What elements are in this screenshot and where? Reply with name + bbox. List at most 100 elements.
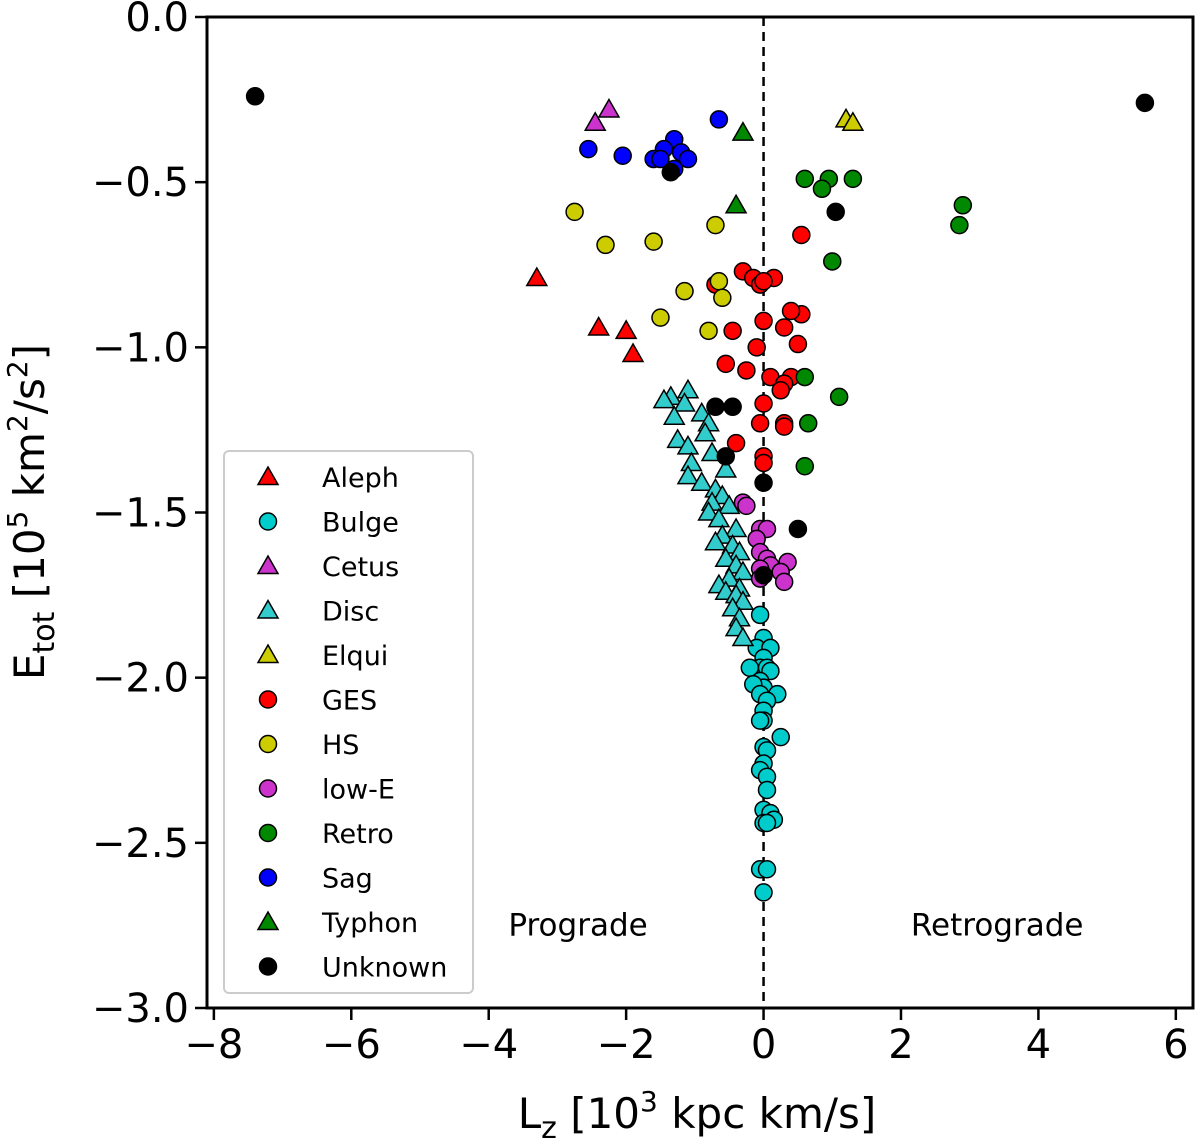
data-point	[245, 87, 265, 106]
x-tick-label: 6	[1163, 1022, 1188, 1068]
data-point	[709, 110, 729, 129]
x-tick-label: 0	[751, 1022, 776, 1068]
data-point	[812, 179, 832, 199]
legend-entry: Retro	[258, 819, 394, 850]
data-point	[690, 471, 714, 492]
series-unknown	[245, 87, 1155, 585]
data-point	[731, 121, 755, 141]
data-point	[798, 414, 818, 433]
x-axis-title: Lz [103 kpc km/s]	[518, 1085, 877, 1142]
data-point	[795, 457, 815, 476]
data-point	[597, 97, 621, 118]
legend-entry: Sag	[258, 864, 373, 895]
legend-box	[223, 450, 474, 994]
data-point	[754, 311, 773, 331]
data-point	[693, 421, 717, 442]
series-retro	[795, 169, 973, 476]
data-point	[829, 387, 849, 407]
y-tick-label: −0.5	[92, 160, 189, 206]
series-bulge	[740, 605, 790, 902]
data-point	[774, 572, 794, 592]
legend-entry: Cetus	[256, 552, 399, 583]
data-point	[795, 169, 815, 189]
data-point	[781, 301, 801, 321]
data-point	[754, 883, 773, 902]
data-point	[747, 338, 766, 357]
legend-label: Unknown	[322, 953, 447, 984]
data-point	[737, 496, 756, 516]
data-point	[737, 361, 756, 380]
data-point	[716, 447, 736, 466]
series-typhon	[724, 121, 755, 214]
legend-marker	[256, 465, 280, 486]
series-cetus	[583, 97, 621, 131]
data-point	[750, 414, 770, 433]
data-point	[673, 391, 696, 412]
legend-marker	[258, 779, 278, 798]
data-point	[706, 397, 725, 417]
series-hs	[565, 202, 732, 341]
data-point	[1135, 93, 1155, 113]
legend-label: Disc	[322, 597, 379, 628]
data-point	[723, 397, 742, 417]
x-tick-label: −2	[597, 1022, 656, 1068]
legend-label: Bulge	[322, 508, 399, 539]
data-point	[714, 547, 738, 567]
data-point	[724, 517, 748, 538]
data-point	[950, 215, 969, 235]
region-label-prograde: Prograde	[508, 907, 647, 943]
legend-label: Cetus	[322, 552, 399, 583]
data-point	[713, 288, 732, 308]
annotations-layer: Prograde Retrograde	[508, 907, 1083, 943]
data-point	[651, 308, 670, 327]
legend-entry: low-E	[258, 775, 395, 806]
axis-ticks-layer: −8 −6 −4 −2 0 2 4 6 0.0 −0.5 −1.0 −1.5 −2.0 −2.5 −3.0	[92, 0, 1189, 1068]
y-tick-label: −3.0	[92, 986, 189, 1032]
data-point	[587, 316, 610, 336]
series-aleph	[525, 266, 645, 363]
data-point	[726, 433, 746, 453]
legend-marker	[258, 690, 278, 709]
data-point	[680, 451, 703, 472]
data-point	[651, 149, 670, 169]
legend: Aleph Bulge Cetus Disc Elqui GES HS low-E Retro S…	[223, 450, 474, 994]
data-point	[731, 626, 755, 647]
data-point	[716, 354, 736, 374]
data-point	[697, 500, 720, 521]
legend-marker	[258, 734, 278, 754]
data-points-layer	[245, 87, 1155, 902]
data-point	[717, 567, 741, 587]
data-point	[652, 388, 676, 409]
x-tick-label: −4	[459, 1022, 518, 1068]
data-point	[661, 163, 681, 182]
data-point	[754, 566, 773, 585]
data-point	[750, 711, 770, 730]
y-tick-label: −2.0	[92, 656, 189, 702]
data-point	[788, 519, 808, 539]
data-point	[666, 428, 689, 449]
data-point	[754, 272, 773, 291]
data-point	[565, 202, 584, 222]
data-point	[676, 464, 700, 485]
data-point	[728, 540, 751, 561]
data-point	[613, 146, 632, 165]
legend-label: Elqui	[322, 641, 388, 672]
legend-marker	[256, 643, 280, 664]
data-point	[676, 434, 700, 455]
legend-marker	[258, 823, 278, 843]
legend-entry: HS	[258, 730, 359, 761]
data-point	[771, 727, 790, 747]
data-point	[583, 111, 607, 131]
data-point	[675, 281, 694, 301]
series-elqui	[834, 107, 865, 131]
legend-label: low-E	[322, 775, 395, 806]
data-point	[754, 473, 773, 493]
data-point	[662, 405, 686, 425]
x-tick-label: −6	[322, 1022, 381, 1068]
y-tick-label: 0.0	[125, 0, 189, 41]
data-point	[843, 169, 863, 189]
x-tick-label: −8	[184, 1022, 243, 1068]
data-point	[731, 560, 755, 581]
data-point	[676, 378, 700, 399]
